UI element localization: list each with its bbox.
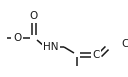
Text: Cl: Cl xyxy=(121,39,128,49)
Text: HN: HN xyxy=(43,42,59,52)
Text: O: O xyxy=(30,11,38,21)
Text: O: O xyxy=(13,33,21,43)
Text: C: C xyxy=(92,50,100,60)
